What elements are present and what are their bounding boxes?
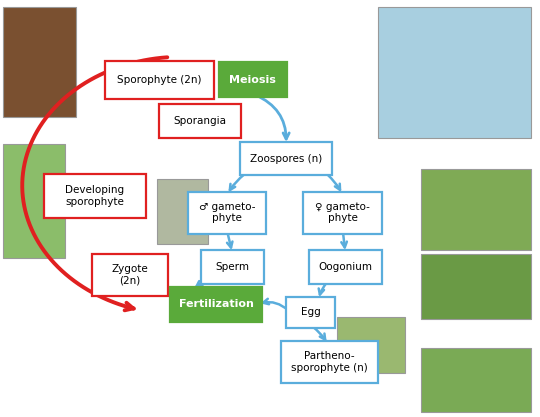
Text: Zygote
(2n): Zygote (2n) — [112, 264, 149, 286]
FancyBboxPatch shape — [201, 250, 264, 284]
Text: Sporangia: Sporangia — [173, 116, 226, 126]
Text: Meiosis: Meiosis — [230, 75, 276, 85]
FancyBboxPatch shape — [309, 250, 382, 284]
FancyBboxPatch shape — [280, 341, 378, 383]
Text: Sporophyte (2n): Sporophyte (2n) — [117, 75, 202, 85]
Text: Oogonium: Oogonium — [319, 262, 373, 272]
FancyBboxPatch shape — [286, 296, 335, 328]
FancyBboxPatch shape — [105, 61, 214, 98]
FancyBboxPatch shape — [159, 104, 241, 138]
Text: Zoospores (n): Zoospores (n) — [250, 153, 322, 163]
Bar — [3, 144, 65, 259]
Bar — [421, 254, 531, 319]
Text: Developing
sporophyte: Developing sporophyte — [65, 185, 125, 207]
FancyBboxPatch shape — [219, 62, 287, 97]
Text: Egg: Egg — [301, 307, 320, 317]
Text: ♂ gameto-
phyte: ♂ gameto- phyte — [199, 202, 255, 224]
Bar — [421, 169, 531, 250]
Text: Partheno-
sporophyte (n): Partheno- sporophyte (n) — [291, 352, 368, 373]
Bar — [377, 7, 531, 138]
Text: Sperm: Sperm — [215, 262, 249, 272]
Bar — [421, 348, 531, 412]
FancyBboxPatch shape — [170, 286, 262, 322]
Text: Fertilization: Fertilization — [179, 299, 254, 309]
Bar — [3, 7, 76, 117]
Bar — [157, 179, 208, 244]
FancyBboxPatch shape — [187, 192, 266, 234]
Text: ♀ gameto-
phyte: ♀ gameto- phyte — [315, 202, 370, 224]
FancyBboxPatch shape — [44, 174, 146, 218]
FancyBboxPatch shape — [240, 142, 332, 176]
FancyBboxPatch shape — [92, 254, 168, 296]
Bar — [338, 317, 404, 373]
FancyBboxPatch shape — [303, 192, 382, 234]
